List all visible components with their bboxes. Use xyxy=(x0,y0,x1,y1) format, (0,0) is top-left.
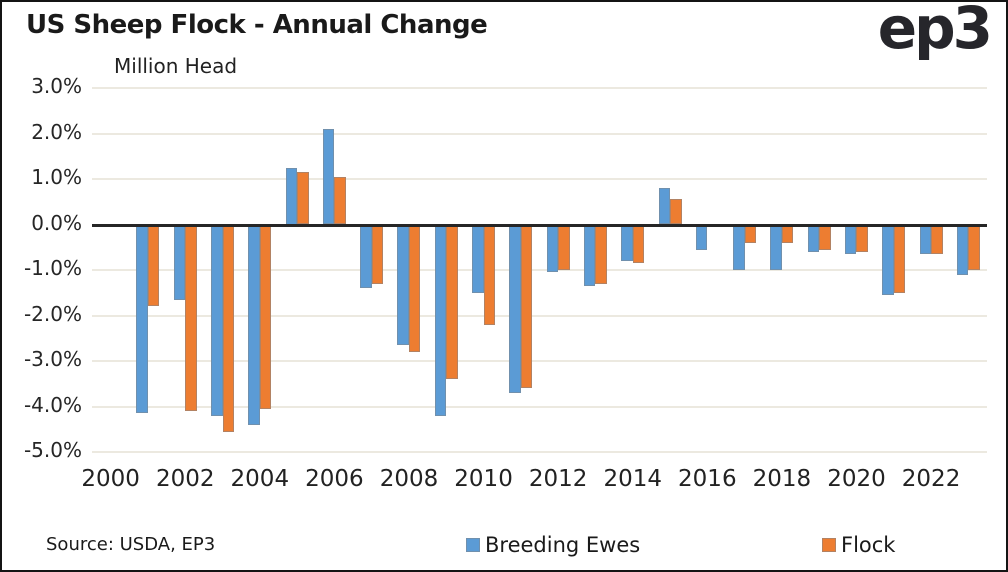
x-tick-label: 2022 xyxy=(901,466,961,492)
x-tick-label: 2010 xyxy=(454,466,513,492)
bar-breeding-ewes xyxy=(136,224,148,414)
legend-item-breeding-ewes: Breeding Ewes xyxy=(466,533,640,557)
bar-breeding-ewes xyxy=(583,224,596,286)
bar-breeding-ewes xyxy=(322,128,335,225)
gridline xyxy=(92,178,987,180)
bar-breeding-ewes xyxy=(211,224,223,416)
bar-flock xyxy=(520,224,533,389)
bar-flock xyxy=(185,224,197,412)
bar-breeding-ewes xyxy=(770,224,782,270)
bar-flock xyxy=(446,224,458,380)
page-title: US Sheep Flock - Annual Change xyxy=(26,10,488,40)
gridline xyxy=(92,132,987,135)
bar-flock xyxy=(222,224,235,432)
y-tick-label: -4.0% xyxy=(23,392,82,417)
ep3-logo: ep3 xyxy=(877,0,993,62)
x-tick-label: 2018 xyxy=(752,466,812,492)
y-tick-label: 0.0% xyxy=(31,210,82,235)
bar-breeding-ewes xyxy=(733,224,745,270)
bar-breeding-ewes xyxy=(434,224,447,416)
bar-breeding-ewes xyxy=(621,224,633,261)
bar-breeding-ewes xyxy=(956,224,969,275)
legend-swatch-breeding-ewes xyxy=(466,538,480,552)
bar-flock xyxy=(781,224,794,243)
bar-breeding-ewes xyxy=(509,224,521,393)
y-tick-label: -5.0% xyxy=(23,438,82,462)
x-tick-label: 2020 xyxy=(827,466,886,492)
bar-breeding-ewes xyxy=(397,224,409,346)
y-tick-label: 1.0% xyxy=(31,165,82,189)
zero-axis-line xyxy=(92,223,987,227)
bar-flock xyxy=(632,224,645,264)
y-axis-labels: 3.0% 2.0% 1.0% 0.0% -1.0% -2.0% -3.0% -4.0% -5.0… xyxy=(6,74,82,462)
x-tick-label: 2014 xyxy=(603,466,662,492)
bar-breeding-ewes xyxy=(285,167,298,225)
bar-flock xyxy=(819,224,831,250)
x-tick-label: 2006 xyxy=(305,466,364,492)
gridline xyxy=(92,314,987,317)
bar-flock xyxy=(856,224,868,252)
legend-label-flock: Flock xyxy=(841,533,896,557)
bar-flock xyxy=(744,224,757,243)
gridline xyxy=(92,405,987,408)
y-tick-label: -1.0% xyxy=(23,256,82,280)
bar-flock xyxy=(147,224,160,307)
bar-flock xyxy=(558,224,570,270)
gridline xyxy=(92,87,987,89)
bar-flock xyxy=(893,224,906,293)
gridline xyxy=(92,269,987,271)
bar-flock xyxy=(371,224,384,284)
legend-label-breeding-ewes: Breeding Ewes xyxy=(485,533,641,557)
bar-flock xyxy=(968,224,980,270)
bar-flock xyxy=(297,172,309,225)
x-tick-label: 2004 xyxy=(230,466,290,492)
x-tick-label: 2000 xyxy=(81,466,140,492)
bar-breeding-ewes xyxy=(472,224,484,293)
y-tick-label: 2.0% xyxy=(31,119,82,144)
bar-flock xyxy=(931,224,943,255)
bar-breeding-ewes xyxy=(173,224,186,300)
x-tick-label: 2012 xyxy=(528,466,588,492)
legend-swatch-flock xyxy=(822,538,836,552)
axis-units-label: Million Head xyxy=(114,54,238,78)
bar-breeding-ewes xyxy=(360,224,372,289)
bar-breeding-ewes xyxy=(844,224,857,255)
legend-item-flock: Flock xyxy=(822,533,895,557)
gridline xyxy=(92,451,987,453)
plot-area: 2000 2002 2004 2006 2008 2010 2012 2014 2016 2018… xyxy=(81,87,987,492)
bar-breeding-ewes xyxy=(919,224,932,255)
bar-flock xyxy=(483,224,496,325)
y-tick-label: 3.0% xyxy=(31,74,82,98)
gridline xyxy=(92,360,987,362)
bar-flock xyxy=(670,199,682,225)
x-tick-label: 2016 xyxy=(678,466,737,492)
bar-breeding-ewes xyxy=(658,188,671,225)
bar-flock xyxy=(595,224,607,284)
x-tick-label: 2008 xyxy=(379,466,439,492)
y-tick-label: -2.0% xyxy=(23,301,82,326)
bar-breeding-ewes xyxy=(882,224,894,296)
bar-breeding-ewes xyxy=(248,224,260,425)
y-tick-label: -3.0% xyxy=(23,347,82,371)
x-tick-label: 2002 xyxy=(155,466,215,492)
bar-flock xyxy=(334,176,346,225)
bar-breeding-ewes xyxy=(546,224,559,273)
bar-flock xyxy=(408,224,421,352)
bar-flock xyxy=(259,224,272,409)
bar-breeding-ewes xyxy=(695,224,708,250)
bar-breeding-ewes xyxy=(807,224,820,252)
source-note: Source: USDA, EP3 xyxy=(46,534,216,555)
